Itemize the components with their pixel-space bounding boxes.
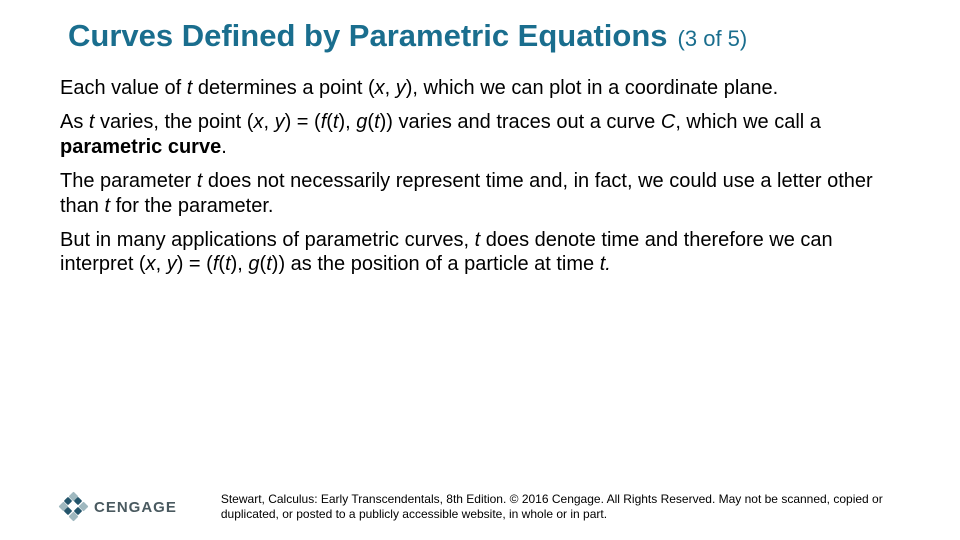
page-title: Curves Defined by Parametric Equations — [68, 18, 668, 54]
footer: CENGAGE Stewart, Calculus: Early Transce… — [60, 492, 920, 522]
body-text: Each value of t determines a point (x, y… — [60, 76, 900, 277]
text: . — [221, 136, 227, 158]
text: varies, the point ( — [94, 111, 253, 133]
title-area: Curves Defined by Parametric Equations (… — [60, 18, 900, 54]
text: determines a point ( — [192, 77, 374, 99]
term-parametric-curve: parametric curve — [60, 136, 221, 158]
text: )) varies and traces out a curve — [380, 111, 661, 133]
var-y: y — [167, 253, 177, 275]
var-x: x — [146, 253, 156, 275]
cengage-logo-text: CENGAGE — [94, 499, 177, 516]
var-y: y — [275, 111, 285, 133]
text: ), which we can plot in a coordinate pla… — [406, 77, 778, 99]
text: But in many applications of parametric c… — [60, 229, 475, 251]
copyright-text: Stewart, Calculus: Early Transcendentals… — [191, 492, 920, 522]
text: Each value of — [60, 77, 187, 99]
text: ), — [338, 111, 356, 133]
text: )) as the position of a particle at time — [272, 253, 600, 275]
text: As — [60, 111, 89, 133]
text: , which we call a — [675, 111, 821, 133]
var-x: x — [375, 77, 385, 99]
text: ), — [231, 253, 249, 275]
paragraph-2: As t varies, the point (x, y) = (f(t), g… — [60, 110, 900, 159]
slide: Curves Defined by Parametric Equations (… — [0, 0, 960, 540]
var-t: t. — [600, 253, 611, 275]
text: for the parameter. — [110, 195, 273, 217]
text: , — [156, 253, 167, 275]
var-c: C — [661, 111, 675, 133]
cengage-logo-icon — [60, 493, 88, 521]
paragraph-1: Each value of t determines a point (x, y… — [60, 76, 900, 100]
text: ) = ( — [285, 111, 321, 133]
text: , — [385, 77, 396, 99]
paragraph-3: The parameter t does not necessarily rep… — [60, 169, 900, 218]
slide-indicator: (3 of 5) — [678, 26, 748, 52]
text: ) = ( — [177, 253, 213, 275]
text: The parameter — [60, 170, 197, 192]
var-y: y — [396, 77, 406, 99]
fn-g: g — [356, 111, 367, 133]
var-x: x — [253, 111, 263, 133]
text: , — [263, 111, 274, 133]
paragraph-4: But in many applications of parametric c… — [60, 228, 900, 277]
fn-g: g — [248, 253, 259, 275]
text: ( — [326, 111, 333, 133]
cengage-logo: CENGAGE — [60, 493, 177, 521]
